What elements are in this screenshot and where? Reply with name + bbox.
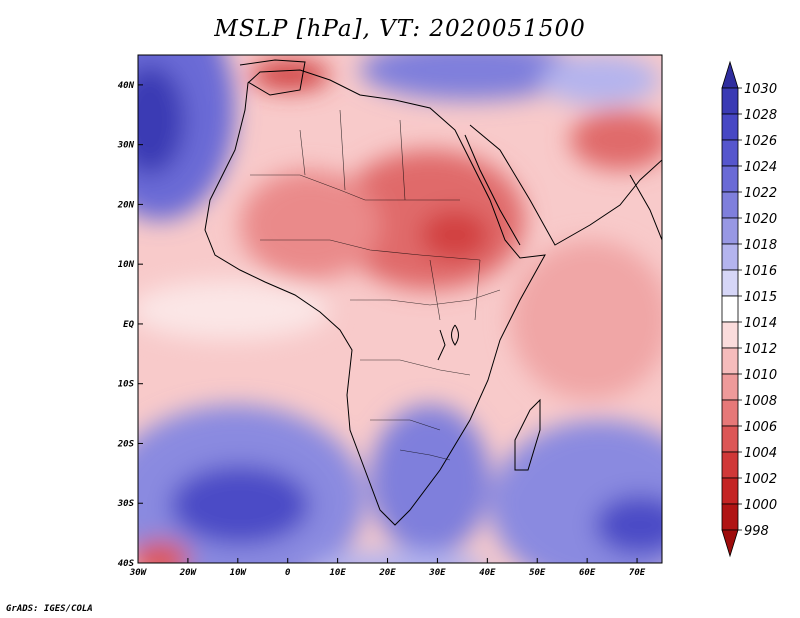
colorbar-segment	[721, 451, 739, 479]
colorbar-label: 1030	[744, 82, 777, 97]
arabia-coast	[469, 124, 662, 246]
lon-tick-label: 70E	[629, 568, 646, 578]
colorbar-segment	[721, 425, 739, 453]
colorbar-label: 1026	[744, 134, 777, 149]
colorbar-segment	[721, 165, 739, 193]
iberia-coast	[239, 59, 306, 96]
colorbar-label: 1006	[744, 420, 777, 435]
lat-tick-label: 10N	[118, 260, 135, 270]
lon-tick-label: 10E	[329, 568, 346, 578]
lat-tick-label: 10S	[118, 380, 135, 390]
colorbar-segment	[721, 269, 739, 297]
lat-tick-label: 20N	[117, 200, 135, 210]
lon-tick-label: 50E	[529, 568, 546, 578]
lon-tick-label: 40E	[479, 568, 496, 578]
colorbar-label: 1000	[744, 498, 777, 513]
lat-tick-label: EQ	[123, 320, 134, 330]
lon-tick-label: 20W	[179, 568, 198, 578]
colorbar-segment	[721, 503, 739, 531]
colorbar-label: 1016	[744, 264, 777, 279]
colorbar-label: 1028	[744, 108, 777, 123]
lon-tick-label: 30E	[428, 568, 446, 578]
colorbar-label: 1020	[744, 212, 777, 227]
colorbar-segment	[721, 113, 739, 141]
colorbar-segment	[721, 477, 739, 505]
colorbar-label: 998	[744, 524, 769, 539]
colorbar: 1030 1028 1026 1024 1022 1020 1018 1016 1015 1014…	[721, 60, 777, 558]
colorbar-label: 1004	[744, 446, 777, 461]
colorbar-segment	[721, 399, 739, 427]
colorbar-segment	[721, 139, 739, 167]
lon-tick-label: 60E	[579, 568, 596, 578]
lon-tick-label: 30W	[129, 568, 148, 578]
coastlines	[204, 59, 662, 526]
colorbar-label: 1018	[744, 238, 777, 253]
colorbar-segment	[721, 373, 739, 401]
colorbar-label: 1022	[744, 186, 777, 201]
lat-tick-label: 30S	[117, 499, 135, 509]
pressure-field	[138, 55, 662, 563]
colorbar-label: 1002	[744, 472, 777, 487]
lat-tick-label: 30N	[117, 141, 135, 151]
colorbar-segment	[721, 243, 739, 271]
colorbar-segment	[721, 87, 739, 115]
colorbar-segment	[721, 191, 739, 219]
colorbar-segment	[721, 217, 739, 245]
colorbar-label: 1008	[744, 394, 777, 409]
colorbar-segment	[721, 295, 739, 323]
colorbar-label: 1014	[744, 316, 777, 331]
map-title: MSLP [hPa], VT: 2020051500	[214, 16, 586, 42]
lon-tick-label: 10W	[230, 568, 248, 578]
colorbar-label: 1015	[744, 290, 777, 305]
lat-tick-label: 20S	[117, 439, 135, 449]
colorbar-label: 1010	[744, 368, 777, 383]
lon-tick-label: 20E	[378, 568, 396, 578]
mslp-map: 40N 30N 20N 10N EQ 10S 20S 30S 40S 30W 20W 10W 0 10E…	[117, 54, 777, 578]
colorbar-bottom-arrow	[721, 529, 739, 558]
africa-coastline	[204, 69, 546, 526]
latitude-axis: 40N 30N 20N 10N EQ 10S 20S 30S 40S	[117, 81, 143, 569]
colorbar-label: 1024	[744, 160, 777, 175]
great-lakes	[437, 324, 459, 361]
madagascar	[514, 398, 541, 471]
colorbar-label: 1012	[744, 342, 777, 357]
lon-tick-label: 0	[285, 568, 291, 578]
borders	[250, 109, 501, 461]
red-sea	[464, 134, 521, 246]
grads-credit: GrADS: IGES/COLA	[6, 604, 93, 614]
colorbar-segment	[721, 321, 739, 349]
india-coast	[629, 174, 662, 241]
lat-tick-label: 40S	[118, 559, 135, 569]
colorbar-top-arrow	[721, 60, 739, 89]
map-frame	[137, 54, 663, 564]
lat-tick-label: 40N	[118, 81, 135, 91]
colorbar-segment	[721, 347, 739, 375]
longitude-axis: 30W 20W 10W 0 10E 20E 30E 40E 50E 60E 70E	[129, 558, 646, 578]
